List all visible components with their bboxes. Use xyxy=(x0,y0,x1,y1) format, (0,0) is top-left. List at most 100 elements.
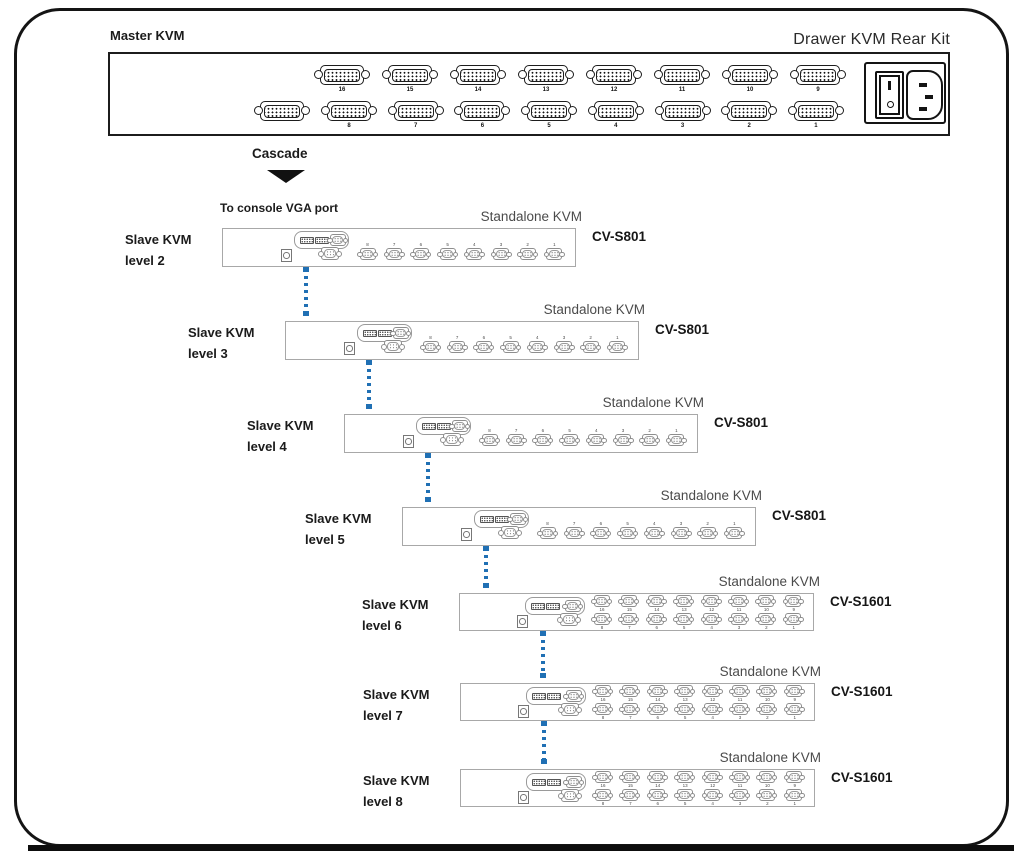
pc-port-5-icon xyxy=(674,703,696,715)
slave-kvm-rear-panel: 8 7 6 5 4 3 2 1 xyxy=(402,507,756,546)
vga-er xyxy=(547,437,554,443)
vga-pn xyxy=(331,104,367,118)
pc-port-1-icon xyxy=(665,434,687,446)
vga-er xyxy=(689,706,696,712)
vga-pn xyxy=(611,343,623,351)
vga-pn xyxy=(624,791,636,799)
vga-pn xyxy=(675,529,687,537)
vga-pn xyxy=(678,597,690,605)
vga-pn xyxy=(597,791,608,799)
console-kb-icon xyxy=(531,603,545,610)
vga-er xyxy=(494,437,500,443)
vga-el xyxy=(500,344,506,350)
pc-port-8-icon xyxy=(592,703,613,715)
pc-port-11-icon xyxy=(729,685,750,697)
vga-er xyxy=(634,706,641,712)
vga-pn xyxy=(531,104,568,118)
vga-er xyxy=(607,688,613,694)
vga-pn xyxy=(596,597,607,605)
console-mouse-icon xyxy=(547,693,561,700)
vga-pn xyxy=(597,687,608,695)
vga-er xyxy=(479,251,485,257)
vga-er xyxy=(368,106,377,116)
console-vga-icon xyxy=(507,513,528,525)
vga-er xyxy=(717,774,723,780)
vga-pn xyxy=(425,343,436,351)
switch-off-dot xyxy=(887,101,894,108)
vga-pn xyxy=(761,705,773,713)
master-port-number: 5 xyxy=(547,123,551,129)
vga-el xyxy=(591,598,597,604)
vga-el xyxy=(543,251,550,257)
pc-port-number: 12 xyxy=(709,607,715,612)
vga-er xyxy=(634,774,641,780)
vga-pn xyxy=(623,597,635,605)
pc-port-number: 4 xyxy=(653,521,656,526)
vga-pn xyxy=(797,104,834,118)
master-port-14-icon xyxy=(450,65,506,85)
pc-port-14-icon xyxy=(646,771,668,783)
pc-port-3-icon xyxy=(729,789,750,801)
pc-port-13-icon xyxy=(674,771,696,783)
vga-pn xyxy=(362,250,373,258)
pc-port-1-icon xyxy=(723,527,745,539)
power-jack-icon xyxy=(344,342,355,355)
vga-pn xyxy=(510,436,522,444)
vga-er xyxy=(661,598,667,604)
pc-port-5-icon xyxy=(500,341,522,353)
pc-port-number: 2 xyxy=(706,521,709,526)
cascade-dotted-link xyxy=(541,721,547,764)
vga-er xyxy=(361,70,370,80)
pc-port-number: 2 xyxy=(766,801,769,806)
vga-pn xyxy=(678,615,690,623)
vga-er xyxy=(716,616,722,622)
vga-el xyxy=(507,516,513,522)
vga-el xyxy=(557,616,563,623)
vga-pn xyxy=(454,422,465,430)
pc-port-number: 7 xyxy=(629,715,632,720)
pc-port-number: 7 xyxy=(628,625,631,630)
vga-el xyxy=(553,344,559,350)
pc-port-number: 15 xyxy=(627,783,633,788)
cascade-vga-icon xyxy=(440,433,464,446)
vga-pn xyxy=(464,104,501,118)
vga-er xyxy=(579,530,585,536)
master-port-number: 15 xyxy=(406,87,414,93)
vga-el xyxy=(592,792,598,798)
vga-el xyxy=(563,693,569,699)
vga-pn xyxy=(585,343,597,351)
cascade-vga-icon xyxy=(558,703,582,716)
power-inlet-icon xyxy=(906,70,943,120)
vga-el xyxy=(390,330,396,336)
vga-pn xyxy=(760,615,772,623)
vga-el xyxy=(382,70,391,80)
console-vga-icon xyxy=(390,327,411,339)
vga-el xyxy=(446,344,453,350)
pc-port-1-icon xyxy=(782,613,804,625)
pc-port-number: 6 xyxy=(656,715,660,720)
vga-pn xyxy=(761,773,773,781)
pc-port-7-icon xyxy=(446,341,468,353)
vga-er xyxy=(701,70,710,80)
vga-el xyxy=(674,792,680,798)
model-label: CV-S801 xyxy=(655,322,710,337)
vga-pn xyxy=(788,705,800,713)
pc-port-8-icon xyxy=(479,434,500,446)
pc-port-2-icon xyxy=(755,613,777,625)
vga-el xyxy=(592,706,598,712)
slave-level-label: Slave KVM level 8 xyxy=(363,770,429,812)
pc-port-number: 1 xyxy=(675,428,678,433)
pc-port-number: 3 xyxy=(562,335,566,340)
master-port-4-icon xyxy=(587,101,644,121)
vga-er xyxy=(342,237,348,243)
vga-el xyxy=(318,250,324,257)
pc-port-16-icon xyxy=(592,771,613,783)
model-label: CV-S1601 xyxy=(831,684,893,699)
vga-er xyxy=(659,530,665,536)
vga-el xyxy=(558,706,564,713)
pc-port-number: 16 xyxy=(600,697,606,702)
pc-port-number: 5 xyxy=(683,715,687,720)
vga-er xyxy=(532,251,539,257)
vga-pn xyxy=(597,773,608,781)
vga-el xyxy=(673,616,679,622)
